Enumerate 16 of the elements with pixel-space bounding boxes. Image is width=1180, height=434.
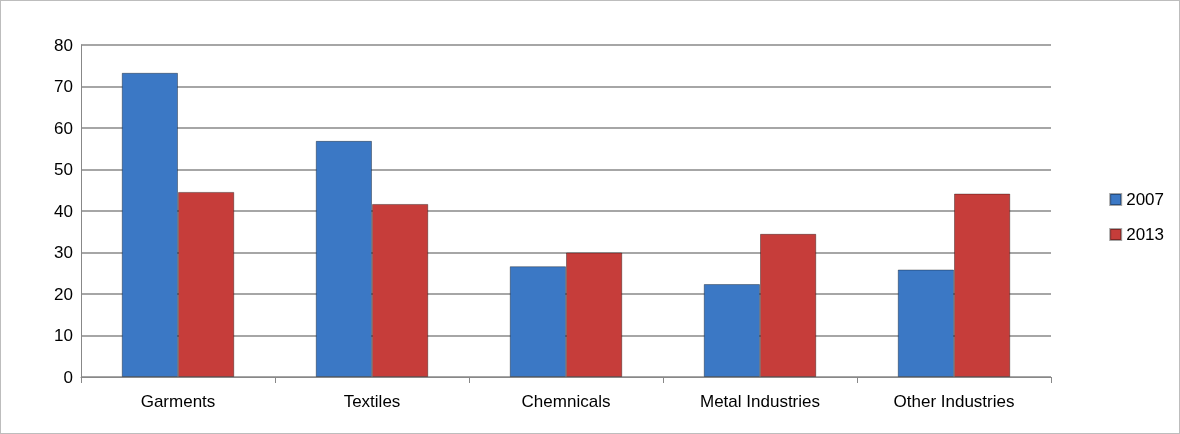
x-tick-label: Other Industries <box>893 392 1015 411</box>
x-tick-label: Textiles <box>343 392 401 411</box>
y-tick-label: 30 <box>54 243 73 262</box>
x-tick-label: Chemnicals <box>521 392 611 411</box>
y-tick-label: 20 <box>54 284 73 304</box>
legend-label: 2013 <box>1126 225 1165 244</box>
legend-label: 2007 <box>1126 190 1165 209</box>
y-tick-label: 0 <box>63 367 73 387</box>
x-tick-label: Garments <box>140 392 216 411</box>
y-tick-label: 70 <box>54 77 73 96</box>
y-tick-label: 40 <box>54 201 73 221</box>
y-tick-label: 80 <box>54 35 73 55</box>
x-tick-label: Metal Industries <box>700 392 820 411</box>
y-tick-label: 50 <box>54 160 73 179</box>
y-tick-label: 60 <box>54 118 73 138</box>
y-tick-label: 10 <box>54 326 73 345</box>
